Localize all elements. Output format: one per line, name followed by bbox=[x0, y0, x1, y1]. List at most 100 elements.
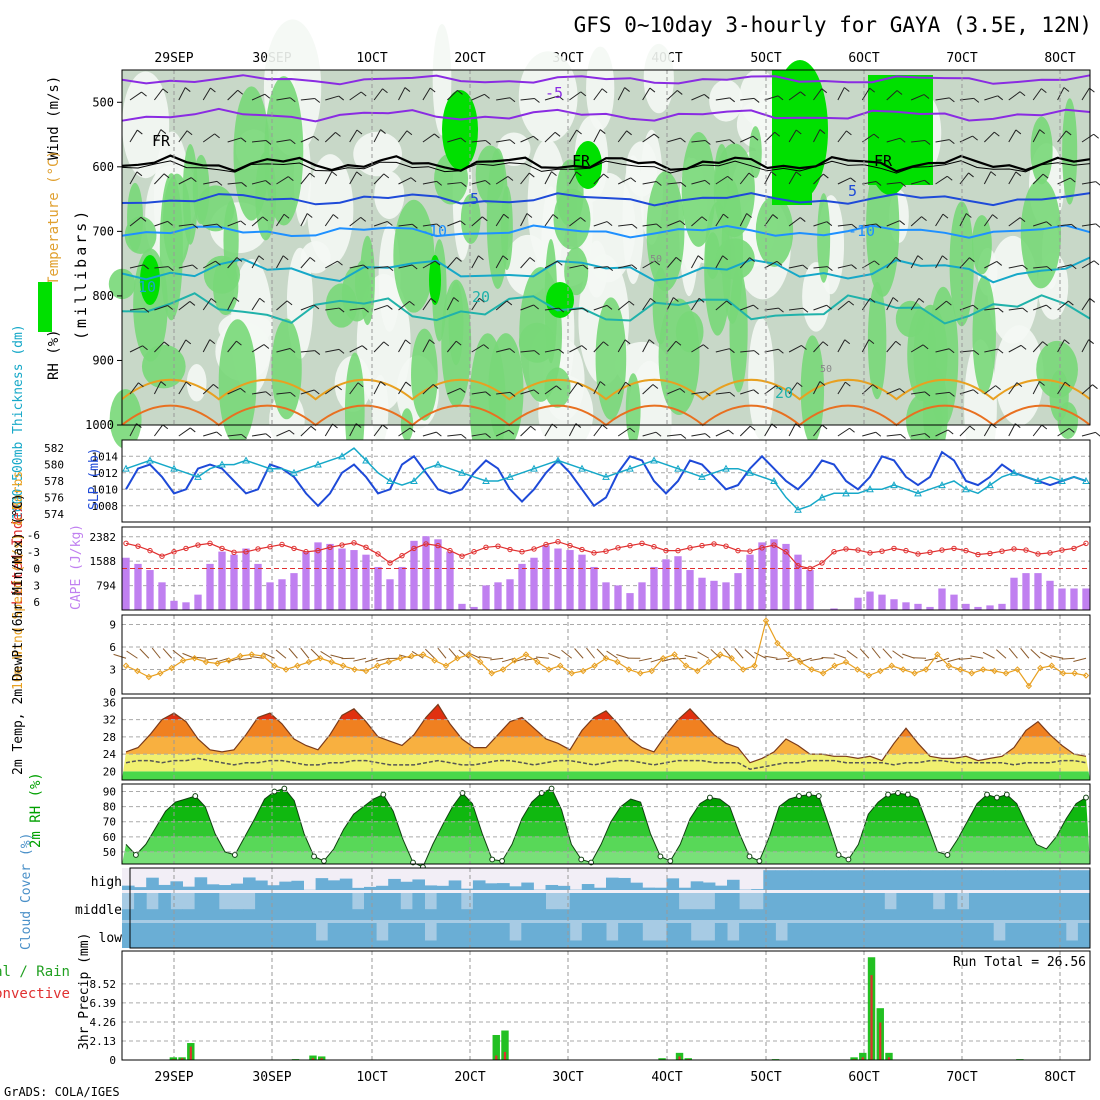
wind-barb-flag bbox=[265, 140, 272, 145]
wind-speed-marker bbox=[351, 666, 358, 673]
cape-frame bbox=[121, 526, 1091, 611]
wind-barb bbox=[764, 260, 778, 269]
contour-label: 20 bbox=[472, 288, 490, 306]
slp-ylabels: 1000-500mb Thickness (dm) bbox=[11, 324, 26, 520]
slp-frame bbox=[121, 439, 1091, 523]
wind-barb bbox=[544, 95, 559, 101]
wind-barb-flag bbox=[966, 213, 972, 218]
precip-convective-bar bbox=[311, 1058, 315, 1060]
cloud-cover-bar bbox=[1029, 870, 1043, 890]
wind-barb bbox=[276, 391, 291, 395]
wind-barb-flag bbox=[459, 388, 466, 393]
wind-speed-marker bbox=[408, 652, 415, 660]
wind-barb bbox=[617, 339, 626, 353]
wind-barb-flag bbox=[263, 344, 270, 349]
thickness-marker bbox=[290, 468, 298, 476]
wind-barb-flag bbox=[240, 387, 246, 393]
rh-moist-area bbox=[354, 260, 370, 306]
wind-barb bbox=[569, 91, 582, 101]
wind-barb-flag bbox=[241, 182, 247, 187]
wind-speed-marker bbox=[442, 662, 450, 669]
cape-bar bbox=[638, 582, 646, 610]
wind-barb-10m bbox=[490, 657, 504, 661]
lifted-index-marker bbox=[651, 544, 657, 550]
lifted-index-marker bbox=[663, 547, 669, 554]
cape-bar bbox=[302, 551, 310, 610]
wind-barb-flag bbox=[509, 392, 516, 397]
wind-barb bbox=[764, 171, 772, 185]
wind-barb bbox=[862, 181, 877, 185]
wind-barb-10m bbox=[113, 653, 127, 659]
wind-barb-flag bbox=[163, 173, 170, 179]
wind-speed-marker bbox=[282, 666, 290, 673]
wind-barb bbox=[666, 90, 678, 101]
wind-barb-flag bbox=[624, 339, 631, 345]
thickness-marker bbox=[482, 476, 490, 484]
wind-barb bbox=[1008, 129, 1017, 143]
wind-barb-flag bbox=[679, 220, 686, 226]
cloud-cover-bar bbox=[1041, 870, 1055, 890]
wind-barb bbox=[788, 382, 798, 395]
wind-barb bbox=[154, 88, 164, 101]
lifted-index-marker bbox=[135, 543, 141, 549]
cloud-cover-bar bbox=[932, 870, 946, 890]
date-label-bottom: 7OCT bbox=[946, 1070, 977, 1085]
wind-barb bbox=[1008, 91, 1021, 101]
cape-bar bbox=[410, 540, 418, 610]
cloud-fill bbox=[122, 893, 1090, 948]
wind-barb-flag bbox=[189, 427, 196, 433]
precip-convective-bar bbox=[189, 1046, 192, 1060]
cloud-cover-bar bbox=[1005, 870, 1018, 890]
wind-barb bbox=[691, 179, 706, 185]
ylabel-2m-rh: 2m RH (%) bbox=[28, 772, 44, 848]
wind-barb-flag bbox=[529, 257, 536, 262]
wind-speed-marker bbox=[397, 655, 404, 662]
wind-barb-flag bbox=[265, 391, 272, 397]
pressure-tick-label: 900 bbox=[92, 353, 114, 367]
ylabel-temperature: Temperature (°C) bbox=[46, 150, 62, 285]
lifted-index-marker bbox=[375, 551, 381, 557]
wind-barb-flag bbox=[630, 177, 637, 183]
wind-barb-flag bbox=[873, 133, 880, 139]
thickness-marker bbox=[1010, 468, 1018, 476]
wind-barb bbox=[740, 135, 754, 143]
precip-tick-label: 4.26 bbox=[90, 1016, 117, 1029]
wind-barb bbox=[398, 87, 406, 101]
wind-barb-flag bbox=[1041, 88, 1047, 94]
wind-barb bbox=[300, 389, 315, 395]
wind-barb bbox=[739, 257, 751, 269]
wind-barb bbox=[813, 221, 827, 227]
wind-barb-flag bbox=[994, 131, 1000, 137]
wind-barb-flag bbox=[265, 180, 271, 185]
lifted-index-marker bbox=[1083, 540, 1089, 547]
ylabel-slp: SLP (mb) bbox=[87, 447, 102, 510]
rh-saturated-area bbox=[574, 141, 602, 189]
wind-barb bbox=[984, 307, 999, 311]
wind-barb-10m bbox=[300, 647, 310, 659]
wind-speed-marker bbox=[968, 670, 975, 677]
wind-barb-10m bbox=[734, 647, 744, 659]
wind-barb-10m bbox=[1061, 657, 1075, 660]
wind-barb-flag bbox=[455, 340, 462, 346]
thickness-marker bbox=[194, 472, 202, 480]
wind-barb bbox=[202, 383, 214, 395]
cloud-cover-bar bbox=[388, 878, 401, 890]
rh2m-marker bbox=[667, 858, 674, 864]
cape-bar bbox=[122, 557, 130, 610]
wind-barb-10m bbox=[859, 648, 870, 659]
wind-barb-flag bbox=[655, 431, 662, 437]
wind-barb-flag bbox=[946, 300, 952, 306]
wind-barb-flag bbox=[648, 339, 655, 345]
wind-barb bbox=[617, 87, 626, 101]
wind-barb bbox=[740, 304, 754, 311]
cape-bar bbox=[902, 602, 910, 610]
wind-barb-flag bbox=[680, 434, 687, 439]
wind-barb bbox=[886, 434, 901, 437]
wind-barb-10m bbox=[616, 653, 630, 659]
temp-frame bbox=[121, 697, 1091, 781]
wind-barb-flag bbox=[599, 129, 606, 134]
lifted-index-marker bbox=[483, 544, 489, 550]
contour-label: -10 bbox=[420, 222, 447, 240]
thickness-line bbox=[125, 447, 1087, 511]
cape-ylabels: Lifted Index bbox=[10, 504, 26, 605]
